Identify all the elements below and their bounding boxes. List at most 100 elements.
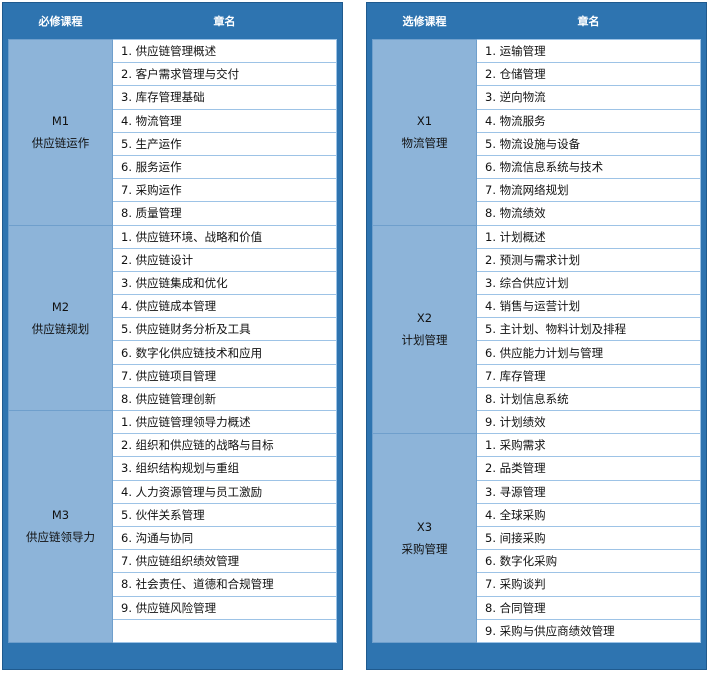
module-name: 采购管理 [401,542,448,557]
header-chapter: 章名 [213,15,236,28]
table-row: 3. 组织结构规划与重组 [9,456,337,481]
module-name: 计划管理 [401,333,448,348]
chapter-cell [112,618,337,643]
chapter-cell: 8. 质量管理 [112,201,337,226]
chapter-cell: 5. 伙伴关系管理 [112,502,337,527]
table-row: 2. 组织和供应链的战略与目标 [9,433,337,458]
table-row: 6. 数字化供应链技术和应用 [9,340,337,365]
chapter-cell: 1. 供应链环境、战略和价值 [112,224,337,249]
chapter-cell: 6. 数字化采购 [476,549,701,574]
chapter-cell: 5. 物流设施与设备 [476,131,701,156]
table-row: 4. 全球采购 [373,502,701,527]
chapter-cell: 6. 服务运作 [112,154,337,180]
chapter-cell: 3. 综合供应计划 [476,270,701,296]
table-row [9,618,337,643]
chapter-cell: 4. 销售与运营计划 [476,294,701,319]
header-course: 选修课程 [402,15,447,28]
module-cell: X2 计划管理 [372,224,477,435]
module-name: 供应链运作 [31,136,90,151]
module-name: 物流管理 [401,136,448,151]
table-row: 2. 品类管理 [373,456,701,481]
chapter-cell: 2. 预测与需求计划 [476,247,701,272]
chapter-cell: 6. 数字化供应链技术和应用 [112,340,337,365]
chapter-cell: 1. 运输管理 [476,38,701,64]
chapter-cell: 8. 供应链管理创新 [112,386,337,412]
chapter-cell: 1. 供应链管理概述 [112,38,337,64]
chapter-cell: 4. 全球采购 [476,502,701,527]
table-row: 3. 逆向物流 [373,85,701,110]
chapter-cell: 5. 生产运作 [112,131,337,156]
table-row: 5. 供应链财务分析及工具 [9,317,337,342]
table-row: 7. 库存管理 [373,363,701,388]
chapter-cell: 5. 主计划、物料计划及排程 [476,317,701,342]
table-row: 5. 伙伴关系管理 [9,502,337,527]
chapter-cell: 9. 采购与供应商绩效管理 [476,618,701,643]
module-code: M3 [51,508,70,523]
chapter-cell: 7. 供应链组织绩效管理 [112,549,337,574]
chapter-cell: 6. 供应能力计划与管理 [476,340,701,365]
chapter-cell: 1. 采购需求 [476,433,701,458]
chapter-cell: 9. 供应链风险管理 [112,595,337,620]
header-course: 必修课程 [38,15,83,28]
chapter-cell: 8. 合同管理 [476,595,701,620]
table-row: 4. 物流服务 [373,108,701,133]
chapter-cell: 5. 间接采购 [476,525,701,551]
table-row: 6. 服务运作 [9,154,337,180]
table-row: 5. 物流设施与设备 [373,131,701,156]
chapter-cell: 3. 库存管理基础 [112,85,337,110]
table-row: M1 供应链运作 1. 供应链管理概述 [8,38,337,226]
module-cell: M1 供应链运作 [8,39,113,226]
table-row: 4. 销售与运营计划 [373,294,701,319]
header-chapter: 章名 [577,15,600,28]
table-row: 6. 沟通与协同 [9,525,337,551]
chapter-cell: 6. 沟通与协同 [112,525,337,551]
table-row: 9. 计划绩效 [373,409,701,435]
chapter-cell: 2. 供应链设计 [112,247,337,272]
chapter-cell: 2. 仓储管理 [476,62,701,87]
table-row: 8. 合同管理 [373,595,701,620]
module-cell: M3 供应链领导力 [8,410,113,643]
chapter-cell: 3. 逆向物流 [476,85,701,110]
table-row: 4. 人力资源管理与员工激励 [9,479,337,504]
chapter-cell: 2. 客户需求管理与交付 [112,62,337,87]
table-row: 3. 库存管理基础 [9,85,337,110]
table-row: 8. 质量管理 [9,201,337,226]
table-row: X3 采购管理 1. 采购需求 [372,433,701,643]
elective-courses-table: 选修课程 章名 X1 物流管理 1. 运输管理 2. 仓储管理 3. 逆向物流 4. 物流… [366,2,707,670]
chapter-cell: 1. 计划概述 [476,224,701,249]
table-row: 3. 供应链集成和优化 [9,270,337,296]
module-name: 供应链规划 [31,321,90,336]
chapter-cell: 8. 社会责任、道德和合规管理 [112,572,337,597]
table-row: 4. 供应链成本管理 [9,294,337,319]
chapter-cell: 2. 组织和供应链的战略与目标 [112,433,337,458]
table-row: 2. 仓储管理 [373,62,701,87]
table-row: 8. 物流绩效 [373,201,701,226]
chapter-cell: 9. 计划绩效 [476,409,701,435]
table-row: 8. 社会责任、道德和合规管理 [9,572,337,597]
table-row: 7. 供应链组织绩效管理 [9,549,337,574]
module-code: M1 [51,114,70,129]
chapter-cell: 4. 人力资源管理与员工激励 [112,479,337,504]
module-cell: M2 供应链规划 [8,224,113,411]
chapter-cell: 7. 采购运作 [112,178,337,203]
chapter-cell: 7. 物流网络规划 [476,178,701,203]
chapter-cell: 5. 供应链财务分析及工具 [112,317,337,342]
table-row: 7. 供应链项目管理 [9,363,337,388]
chapter-cell: 3. 寻源管理 [476,479,701,504]
table-row: 9. 采购与供应商绩效管理 [373,618,701,643]
table-row: 5. 生产运作 [9,131,337,156]
chapter-cell: 4. 供应链成本管理 [112,294,337,319]
module-cell: X3 采购管理 [372,433,477,643]
table-row: 6. 供应能力计划与管理 [373,340,701,365]
chapter-cell: 4. 物流服务 [476,108,701,133]
module-code: X3 [416,520,433,535]
chapter-cell: 2. 品类管理 [476,456,701,481]
table-row: 3. 寻源管理 [373,479,701,504]
chapter-cell: 1. 供应链管理领导力概述 [112,409,337,435]
table-row: 9. 供应链风险管理 [9,595,337,620]
chapter-cell: 8. 计划信息系统 [476,386,701,412]
table-row: M2 供应链规划 1. 供应链环境、战略和价值 [8,224,337,411]
table-row: 2. 预测与需求计划 [373,247,701,272]
module-code: X1 [416,114,433,129]
module-code: X2 [416,311,433,326]
